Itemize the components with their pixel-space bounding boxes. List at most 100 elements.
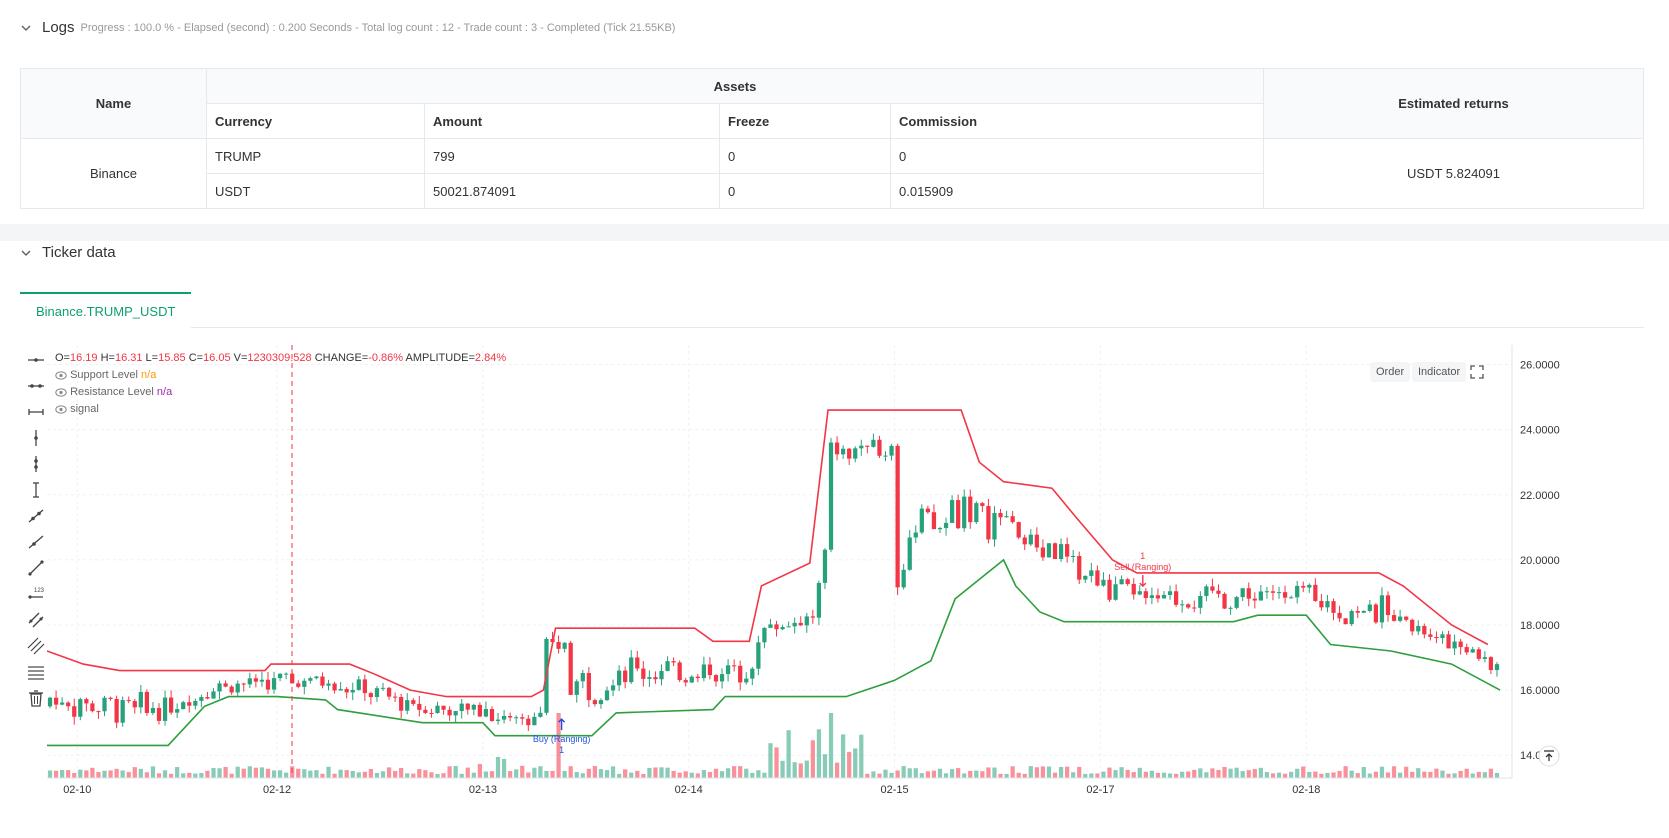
horizontal-ray-icon[interactable] bbox=[26, 376, 46, 396]
fib-retracement-icon[interactable] bbox=[26, 662, 46, 682]
candle-body bbox=[1186, 604, 1191, 608]
volume-bar bbox=[314, 770, 319, 778]
horizontal-line-icon[interactable] bbox=[26, 350, 46, 370]
candle-body bbox=[810, 616, 815, 618]
legend-support[interactable]: Support Level n/a bbox=[55, 369, 156, 381]
volume-bar bbox=[235, 766, 240, 778]
trend-line-icon[interactable] bbox=[26, 506, 46, 526]
volume-bar bbox=[1282, 773, 1288, 778]
volume-bar bbox=[707, 772, 713, 778]
ticker-header[interactable]: Ticker data bbox=[20, 244, 116, 261]
candle-body bbox=[271, 678, 277, 690]
ray-line-icon[interactable] bbox=[26, 532, 46, 552]
horizontal-segment-icon[interactable] bbox=[26, 402, 46, 422]
volume-bar bbox=[1192, 769, 1197, 778]
volume-bar bbox=[1361, 766, 1366, 778]
volume-bar bbox=[1010, 766, 1015, 778]
volume-bar bbox=[659, 767, 664, 778]
scroll-top-icon[interactable] bbox=[1538, 745, 1560, 767]
chart-area[interactable]: 123 26.0000 24.0000 22.0000 20.0000 18.0000 1… bbox=[20, 345, 1644, 833]
candle-body bbox=[665, 661, 670, 671]
volume-bar bbox=[1379, 766, 1385, 778]
trash-icon[interactable] bbox=[26, 688, 46, 708]
volume-bar bbox=[84, 770, 89, 778]
volume-bar bbox=[647, 767, 652, 778]
volume-bar bbox=[677, 772, 682, 778]
ohlc-change-label: CHANGE= bbox=[314, 352, 369, 364]
volume-bar bbox=[1422, 771, 1427, 778]
volume-bar bbox=[1313, 771, 1318, 778]
volume-bar bbox=[320, 773, 325, 778]
col-name: Name bbox=[20, 68, 207, 139]
logs-header[interactable]: Logs Progress : 100.0 % - Elapsed (secon… bbox=[20, 19, 675, 36]
chevron-down-icon[interactable] bbox=[20, 247, 32, 259]
volume-bar bbox=[1113, 770, 1118, 778]
candle-body bbox=[598, 700, 604, 705]
candle-body bbox=[1034, 534, 1039, 548]
candle-body bbox=[1089, 570, 1094, 576]
legend-name: Support Level bbox=[70, 369, 138, 381]
eye-icon[interactable] bbox=[55, 387, 67, 397]
candle-body bbox=[229, 686, 234, 693]
volume-bar bbox=[1186, 771, 1191, 778]
volume-bar bbox=[574, 772, 579, 778]
eye-icon[interactable] bbox=[55, 404, 67, 414]
candle-body bbox=[1246, 588, 1251, 599]
volume-bar bbox=[1101, 771, 1106, 778]
volume-bar bbox=[1397, 772, 1403, 778]
volume-bar bbox=[810, 740, 815, 778]
vertical-ray-icon[interactable] bbox=[26, 454, 46, 474]
parallel-channel-icon[interactable] bbox=[26, 610, 46, 630]
candle-body bbox=[1289, 597, 1294, 599]
volume-bar bbox=[756, 770, 761, 778]
volume-bar bbox=[344, 770, 349, 778]
volume-bar bbox=[853, 748, 858, 778]
candle-body bbox=[750, 668, 755, 679]
candle-body bbox=[762, 627, 767, 643]
candle-body bbox=[853, 448, 858, 459]
volume-bar bbox=[1373, 771, 1379, 778]
volume-bar bbox=[931, 770, 937, 778]
legend-resistance[interactable]: Resistance Level n/a bbox=[55, 386, 172, 398]
volume-bar bbox=[1022, 773, 1027, 778]
candle-body bbox=[1252, 598, 1257, 601]
volume-bar bbox=[332, 773, 337, 778]
vertical-segment-icon[interactable] bbox=[26, 480, 46, 500]
fullscreen-icon[interactable] bbox=[1468, 363, 1486, 381]
x-tick-label: 02-17 bbox=[1086, 784, 1114, 796]
price-label-icon[interactable]: 123 bbox=[26, 584, 46, 604]
vertical-line-icon[interactable] bbox=[26, 428, 46, 448]
volume-bar bbox=[1488, 768, 1494, 778]
volume-bar bbox=[514, 769, 519, 778]
volume-bar bbox=[477, 764, 482, 778]
tab-binance-trump-usdt[interactable]: Binance.TRUMP_USDT bbox=[20, 292, 192, 328]
ticker-panel: Ticker data Binance.TRUMP_USDT 123 26.00… bbox=[0, 241, 1669, 838]
volume-bar bbox=[798, 763, 803, 778]
order-button[interactable]: Order bbox=[1370, 362, 1411, 382]
candle-body bbox=[641, 668, 646, 679]
legend-signal[interactable]: signal bbox=[55, 403, 99, 415]
volume-bar bbox=[695, 773, 700, 778]
volume-bar bbox=[1119, 767, 1124, 778]
candle-body bbox=[937, 528, 943, 530]
chevron-down-icon[interactable] bbox=[20, 22, 32, 34]
price-chart[interactable]: 26.0000 24.0000 22.0000 20.0000 18.0000 16.00… bbox=[20, 345, 1644, 833]
segment-line-icon[interactable] bbox=[26, 558, 46, 578]
volume-bar bbox=[338, 769, 343, 778]
volume-bar bbox=[453, 766, 458, 778]
eye-icon[interactable] bbox=[55, 370, 67, 380]
legend-name: Resistance Level bbox=[70, 386, 154, 398]
buy-label: Buy (Ranging) bbox=[533, 734, 591, 744]
indicator-button[interactable]: Indicator bbox=[1412, 362, 1467, 382]
volume-bar bbox=[1416, 768, 1421, 778]
volume-bar bbox=[937, 768, 943, 778]
volume-bar bbox=[1404, 766, 1409, 778]
volume-bar bbox=[1034, 767, 1039, 778]
fib-channel-icon[interactable] bbox=[26, 636, 46, 656]
volume-bar bbox=[1046, 766, 1052, 778]
candle-body bbox=[725, 665, 731, 675]
candle-body bbox=[47, 697, 53, 707]
candle-body bbox=[629, 657, 634, 683]
x-tick-label: 02-15 bbox=[881, 784, 909, 796]
candle-body bbox=[411, 700, 416, 704]
